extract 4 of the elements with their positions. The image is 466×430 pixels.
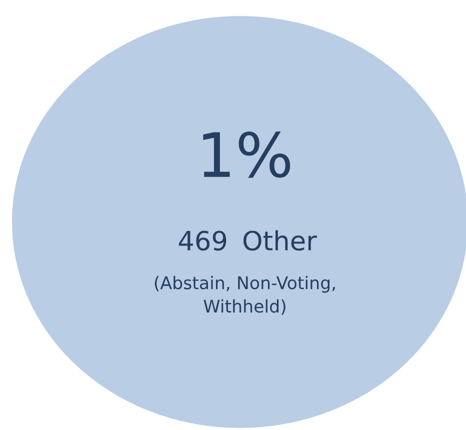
category-label: Other <box>243 230 317 251</box>
data-label: 469 <box>178 230 226 251</box>
text: (Abstain, Non-Voting, Withheld) <box>154 276 335 315</box>
text: 1% <box>203 132 290 178</box>
